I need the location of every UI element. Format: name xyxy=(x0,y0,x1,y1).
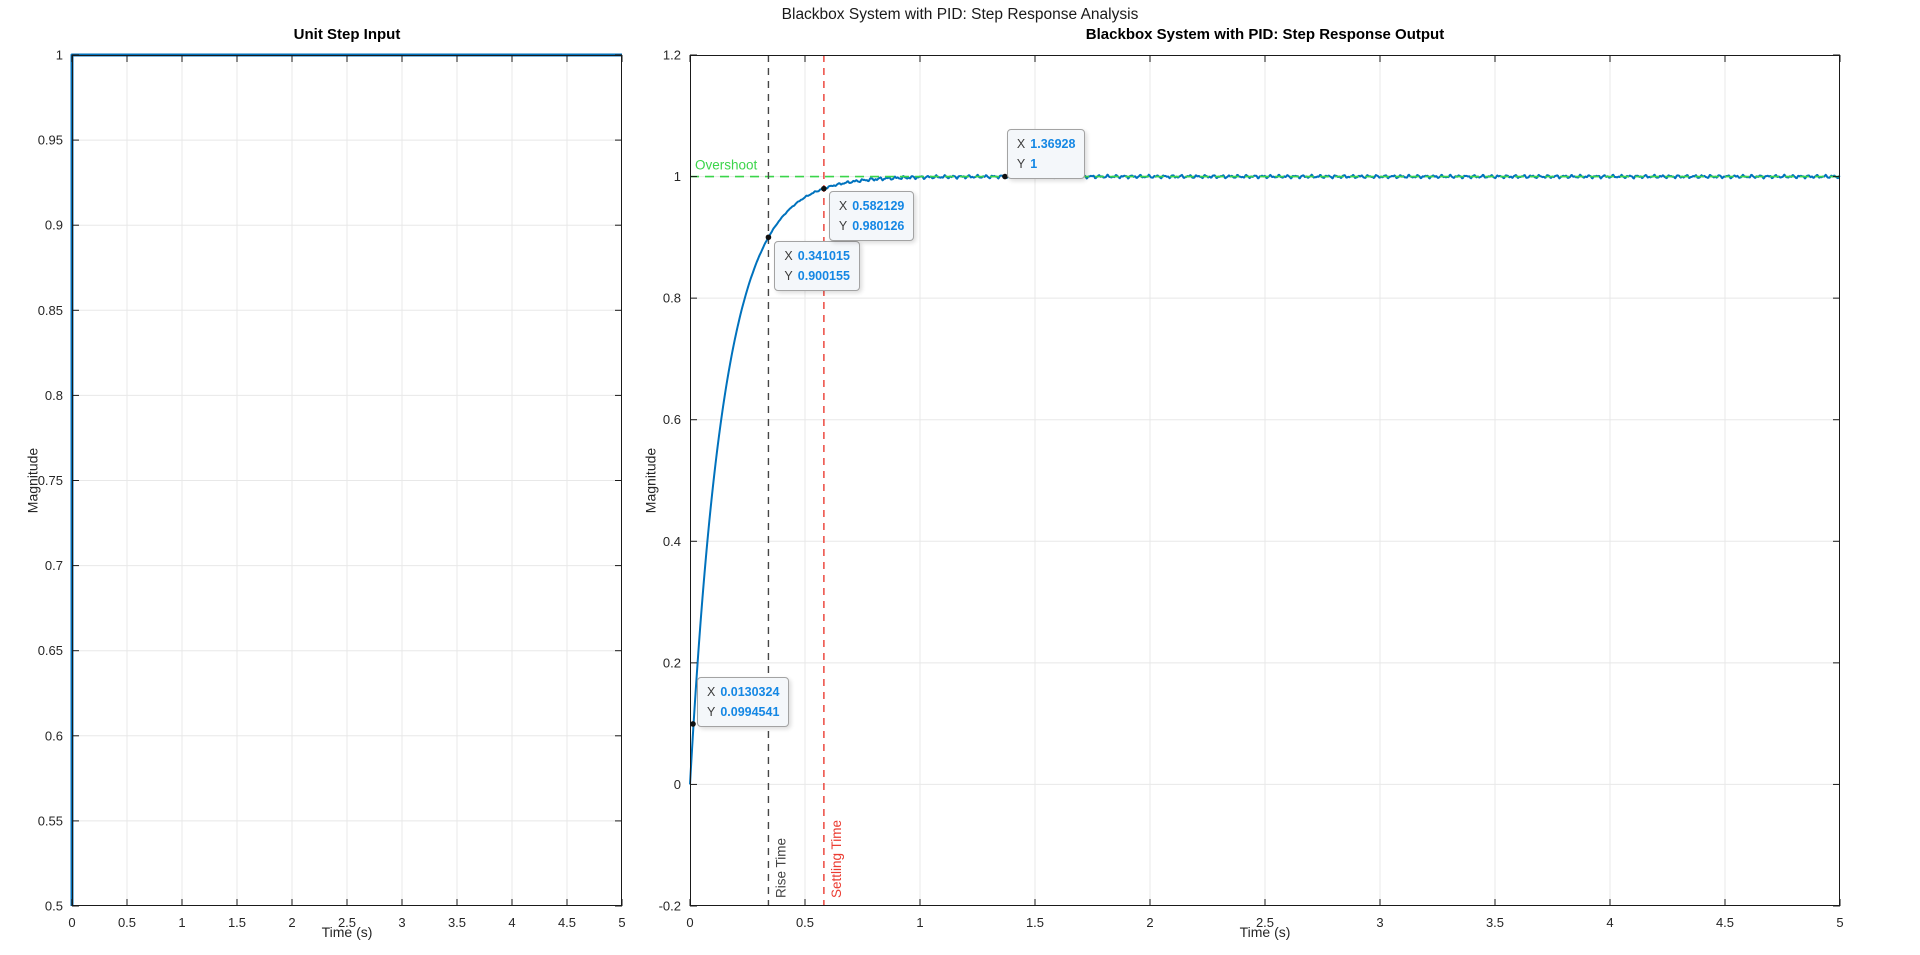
x-tick-label: 3.5 xyxy=(1486,915,1504,930)
datatip-x-label: X xyxy=(838,198,848,213)
y-tick-label: 0.5 xyxy=(45,899,63,914)
datatip-x-label: X xyxy=(1016,136,1026,151)
datatip[interactable]: X 1.36928 Y 1 xyxy=(1006,128,1086,179)
y-tick-label: 0.7 xyxy=(45,558,63,573)
x-tick-label: 3.5 xyxy=(448,915,466,930)
y-tick-label: 0.6 xyxy=(45,728,63,743)
x-tick-label: 2.5 xyxy=(338,915,356,930)
datatip-row: Y 0.0994541 xyxy=(707,702,779,722)
y-tick-label: 0.6 xyxy=(663,412,681,427)
datatip-x-value: 0.341015 xyxy=(797,249,850,264)
datatip-marker[interactable] xyxy=(821,185,827,192)
datatip-y-label: Y xyxy=(784,269,793,284)
x-tick-label: 5 xyxy=(618,915,625,930)
datatip[interactable]: X 0.341015 Y 0.900155 xyxy=(774,241,860,292)
datatip-x-value: 0.582129 xyxy=(852,198,905,213)
y-tick-label: 0.85 xyxy=(38,303,63,318)
y-tick-label: 0.65 xyxy=(38,643,63,658)
right-ylabel: Magnitude xyxy=(642,447,658,514)
left-ylabel: Magnitude xyxy=(24,447,40,514)
step-response-output-axes: Overshoot Rise Time Settling Time 0 0.5 1 1.5 2… xyxy=(659,48,1844,931)
x-tick-label: 4.5 xyxy=(1716,915,1734,930)
datatip-row: X 1.36928 xyxy=(1017,134,1076,154)
datatip[interactable]: X 0.582129 Y 0.980126 xyxy=(828,190,915,241)
x-tick-label: 0.5 xyxy=(796,915,814,930)
rise-time-line: Rise Time xyxy=(767,55,788,906)
y-tick-label: 1 xyxy=(56,48,63,63)
datatip-x-label: X xyxy=(706,684,716,699)
datatip-y-value: 0.0994541 xyxy=(720,704,780,719)
x-tick-label: 5 xyxy=(1836,915,1843,930)
datatip-row: X 0.0130324 xyxy=(707,682,779,702)
y-tick-label: -0.2 xyxy=(659,899,681,914)
datatip-marker[interactable] xyxy=(1002,173,1008,180)
x-tick-label: 0 xyxy=(68,915,75,930)
datatip-x-value: 0.0130324 xyxy=(720,684,780,699)
y-tick-label: 0.4 xyxy=(663,534,681,549)
datatip-row: Y 0.980126 xyxy=(839,216,904,236)
x-tick-label: 1.5 xyxy=(1026,915,1044,930)
y-tick-label: 0.9 xyxy=(45,218,63,233)
tick-labels: 0 0.5 1 1.5 2 2.5 3 3.5 4 4.5 5 0.5 0.55 0.6 0.65 0.7 0.… xyxy=(38,48,626,931)
rise-time-line-label: Rise Time xyxy=(773,838,788,898)
x-tick-label: 3 xyxy=(1376,915,1383,930)
x-tick-label: 4.5 xyxy=(558,915,576,930)
output-plot-svg: Overshoot Rise Time Settling Time 0 0.5 1 1.5 2… xyxy=(659,48,1844,931)
y-tick-label: 0.2 xyxy=(663,655,681,670)
datatip-x-label: X xyxy=(784,249,793,264)
y-tick-label: 1.2 xyxy=(663,48,681,63)
datatip-y-value: 1 xyxy=(1030,156,1038,171)
x-tick-label: 4 xyxy=(508,915,515,930)
x-tick-label: 2 xyxy=(1146,915,1153,930)
y-tick-label: 0.75 xyxy=(38,473,63,488)
grid-lines xyxy=(690,55,1840,906)
right-xlabel: Time (s) xyxy=(1239,924,1291,940)
datatip-marker[interactable] xyxy=(690,721,696,727)
settling-time-line-label: Settling Time xyxy=(829,820,844,898)
y-tick-label: 0.8 xyxy=(45,388,63,403)
datatip-row: X 0.582129 xyxy=(839,196,904,216)
datatip-y-label: Y xyxy=(1016,156,1026,171)
datatip-y-label: Y xyxy=(706,704,716,719)
overshoot-line-label: Overshoot xyxy=(695,158,758,173)
x-tick-label: 0.5 xyxy=(118,915,136,930)
overshoot-line: Overshoot xyxy=(690,158,1840,178)
figure-suptitle: Blackbox System with PID: Step Response … xyxy=(781,6,1139,23)
datatip-row: X 0.341015 xyxy=(784,246,849,266)
datatip-y-value: 0.980126 xyxy=(852,218,905,233)
left-xlabel: Time (s) xyxy=(321,924,373,940)
right-plot-title: Blackbox System with PID: Step Response … xyxy=(1085,26,1445,43)
tick-marks xyxy=(71,54,623,907)
y-tick-label: 0.55 xyxy=(38,813,63,828)
x-tick-label: 4 xyxy=(1606,915,1613,930)
y-tick-label: 0.95 xyxy=(38,133,63,148)
y-tick-label: 0.8 xyxy=(663,291,681,306)
x-tick-label: 1 xyxy=(178,915,185,930)
datatip[interactable]: X 0.0130324 Y 0.0994541 xyxy=(696,676,790,727)
datatip-y-value: 0.900155 xyxy=(797,269,850,284)
input-plot-svg: 0 0.5 1 1.5 2 2.5 3 3.5 4 4.5 5 0.5 0.55 0.6 0.65 0.7 0.… xyxy=(38,48,626,931)
y-tick-label: 0 xyxy=(674,777,681,792)
grid-lines xyxy=(72,55,622,906)
x-tick-label: 2.5 xyxy=(1256,915,1274,930)
tick-labels: 0 0.5 1 1.5 2 2.5 3 3.5 4 4.5 5 -0.2 0 0.2 0.4 0.6 0.8 1 1… xyxy=(659,48,1844,931)
x-tick-label: 0 xyxy=(686,915,693,930)
x-tick-label: 2 xyxy=(288,915,295,930)
left-plot-title: Unit Step Input xyxy=(293,26,401,43)
y-tick-label: 1 xyxy=(674,169,681,184)
datatip-x-value: 1.36928 xyxy=(1030,136,1076,151)
x-tick-label: 1.5 xyxy=(228,915,246,930)
unit-step-input-axes: 0 0.5 1 1.5 2 2.5 3 3.5 4 4.5 5 0.5 0.55 0.6 0.65 0.7 0.… xyxy=(38,48,626,931)
tick-marks xyxy=(689,54,1841,907)
datatip-y-label: Y xyxy=(838,218,848,233)
x-tick-label: 3 xyxy=(398,915,405,930)
datatip-row: Y 0.900155 xyxy=(784,266,849,286)
datatip-marker[interactable] xyxy=(765,234,772,241)
settling-time-line: Settling Time xyxy=(823,55,844,906)
x-tick-label: 1 xyxy=(916,915,923,930)
